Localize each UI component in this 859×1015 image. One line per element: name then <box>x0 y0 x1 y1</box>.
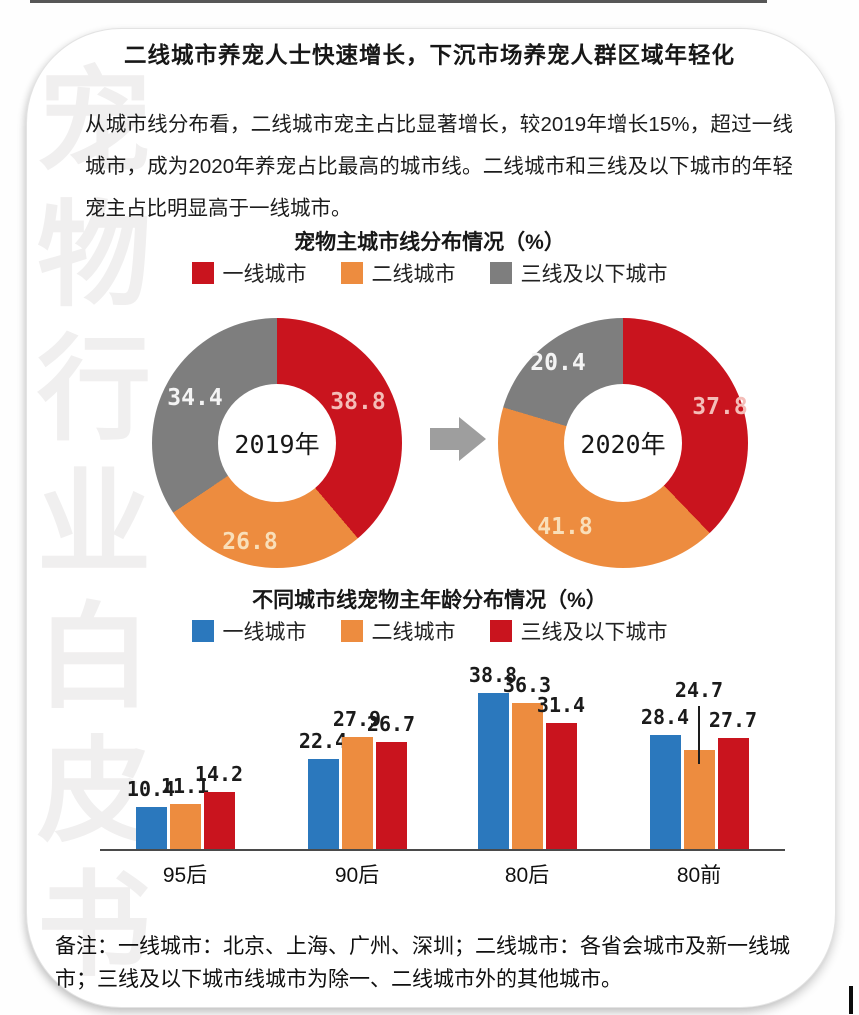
bar-二线城市-80后 <box>511 703 543 849</box>
bar-三线及以下城市-95后 <box>203 792 235 849</box>
bar-value-label: 38.8 <box>468 663 518 687</box>
donut-hole: 2020年 <box>564 384 682 502</box>
intro-paragraph: 从城市线分布看，二线城市宠主占比显著增长，较2019年增长15%，超过一线城市，… <box>85 113 793 220</box>
donut-chart-2020: 37.8 41.8 20.4 2020年 <box>498 318 748 568</box>
bar-一线城市-90后 <box>307 759 339 849</box>
donut-slice-value: 20.4 <box>530 350 586 376</box>
arrow-shaft <box>430 428 459 450</box>
donut-slice-value: 37.8 <box>692 394 748 420</box>
bar-value-label: 28.4 <box>640 705 690 729</box>
watermark-char: 白 <box>36 595 151 722</box>
legend-swatch-icon <box>191 262 214 284</box>
bar-value-label: 31.4 <box>536 693 586 717</box>
bar-二线城市-80前 <box>683 750 715 849</box>
bar-value-label: 36.3 <box>502 673 552 697</box>
legend-swatch-icon <box>191 620 214 642</box>
legend-label: 三线及以下城市 <box>520 263 668 286</box>
bar-三线及以下城市-80后 <box>545 723 577 849</box>
donut-chart-title: 宠物主城市线分布情况（%） <box>294 231 565 254</box>
legend-swatch-icon <box>489 262 512 284</box>
label-leader-line <box>698 706 700 764</box>
top-border-line <box>30 0 767 3</box>
legend-item: 二线城市 <box>340 616 456 646</box>
watermark-char: 宠 <box>36 59 151 186</box>
bar-一线城市-80后 <box>477 693 509 849</box>
legend-item: 三线及以下城市 <box>489 258 668 288</box>
donut-slice-value: 38.8 <box>330 389 386 415</box>
category-label: 80前 <box>676 864 722 887</box>
category-label: 90后 <box>334 864 380 887</box>
legend-label: 三线及以下城市 <box>520 621 668 644</box>
bar-二线城市-95后 <box>169 804 201 849</box>
legend-label: 二线城市 <box>371 263 456 286</box>
donut-legend: 一线城市 二线城市 三线及以下城市 <box>0 258 859 288</box>
bar-chart-title: 不同城市线宠物主年龄分布情况（%） <box>252 589 607 612</box>
donut-year-label: 2020年 <box>580 430 666 459</box>
watermark-char: 业 <box>36 461 151 588</box>
watermark-char: 书 <box>36 863 151 990</box>
legend-label: 二线城市 <box>371 621 456 644</box>
bar-一线城市-95后 <box>135 807 167 849</box>
bottom-right-mark <box>849 986 853 1014</box>
bar-value-label: 22.4 <box>298 729 348 753</box>
bar-一线城市-80前 <box>649 735 681 849</box>
donut-slice-value: 41.8 <box>537 514 593 540</box>
x-axis-line <box>100 849 785 851</box>
watermark-char: 皮 <box>36 729 151 856</box>
bar-legend: 一线城市 二线城市 三线及以下城市 <box>0 616 859 646</box>
bar-三线及以下城市-90后 <box>375 742 407 849</box>
bar-三线及以下城市-80前 <box>717 738 749 849</box>
bar-value-label: 24.7 <box>674 678 724 702</box>
bar-chart: 10.4 11.1 14.2 95后 22.4 27.9 26.7 90后 38.8 36.3 31… <box>100 655 785 887</box>
bar-value-label: 14.2 <box>194 762 244 786</box>
donut-slice-value: 26.8 <box>222 529 278 555</box>
legend-item: 一线城市 <box>191 258 307 288</box>
legend-swatch-icon <box>340 262 363 284</box>
category-label: 80后 <box>504 864 550 887</box>
arrow-head <box>459 417 486 461</box>
watermark-text: 宠物行业白皮书 <box>28 56 160 994</box>
bar-value-label: 26.7 <box>366 712 416 736</box>
donut-slice-value: 34.4 <box>167 385 223 411</box>
legend-swatch-icon <box>340 620 363 642</box>
bar-value-label: 27.7 <box>708 708 758 732</box>
footnote: 备注：一线城市：北京、上海、广州、深圳；二线城市：各省会城市及新一线城市；三线及… <box>55 935 790 991</box>
bar-value-label: 11.1 <box>160 774 210 798</box>
donut-year-label: 2019年 <box>234 430 320 459</box>
donut-chart-2019: 38.8 26.8 34.4 2019年 <box>152 318 402 568</box>
legend-swatch-icon <box>489 620 512 642</box>
legend-item: 三线及以下城市 <box>489 616 668 646</box>
watermark-char: 物 <box>36 193 151 320</box>
legend-label: 一线城市 <box>222 263 307 286</box>
bar-二线城市-90后 <box>341 737 373 849</box>
legend-item: 一线城市 <box>191 616 307 646</box>
arrow-right-icon <box>430 417 486 461</box>
watermark-char: 行 <box>36 327 151 454</box>
bar-value-label: 27.9 <box>332 707 382 731</box>
donut-hole: 2019年 <box>218 384 336 502</box>
bar-value-label: 10.4 <box>126 777 176 801</box>
page-title: 二线城市养宠人士快速增长，下沉市场养宠人群区域年轻化 <box>123 43 735 68</box>
legend-label: 一线城市 <box>222 621 307 644</box>
legend-item: 二线城市 <box>340 258 456 288</box>
category-label: 95后 <box>162 864 208 887</box>
